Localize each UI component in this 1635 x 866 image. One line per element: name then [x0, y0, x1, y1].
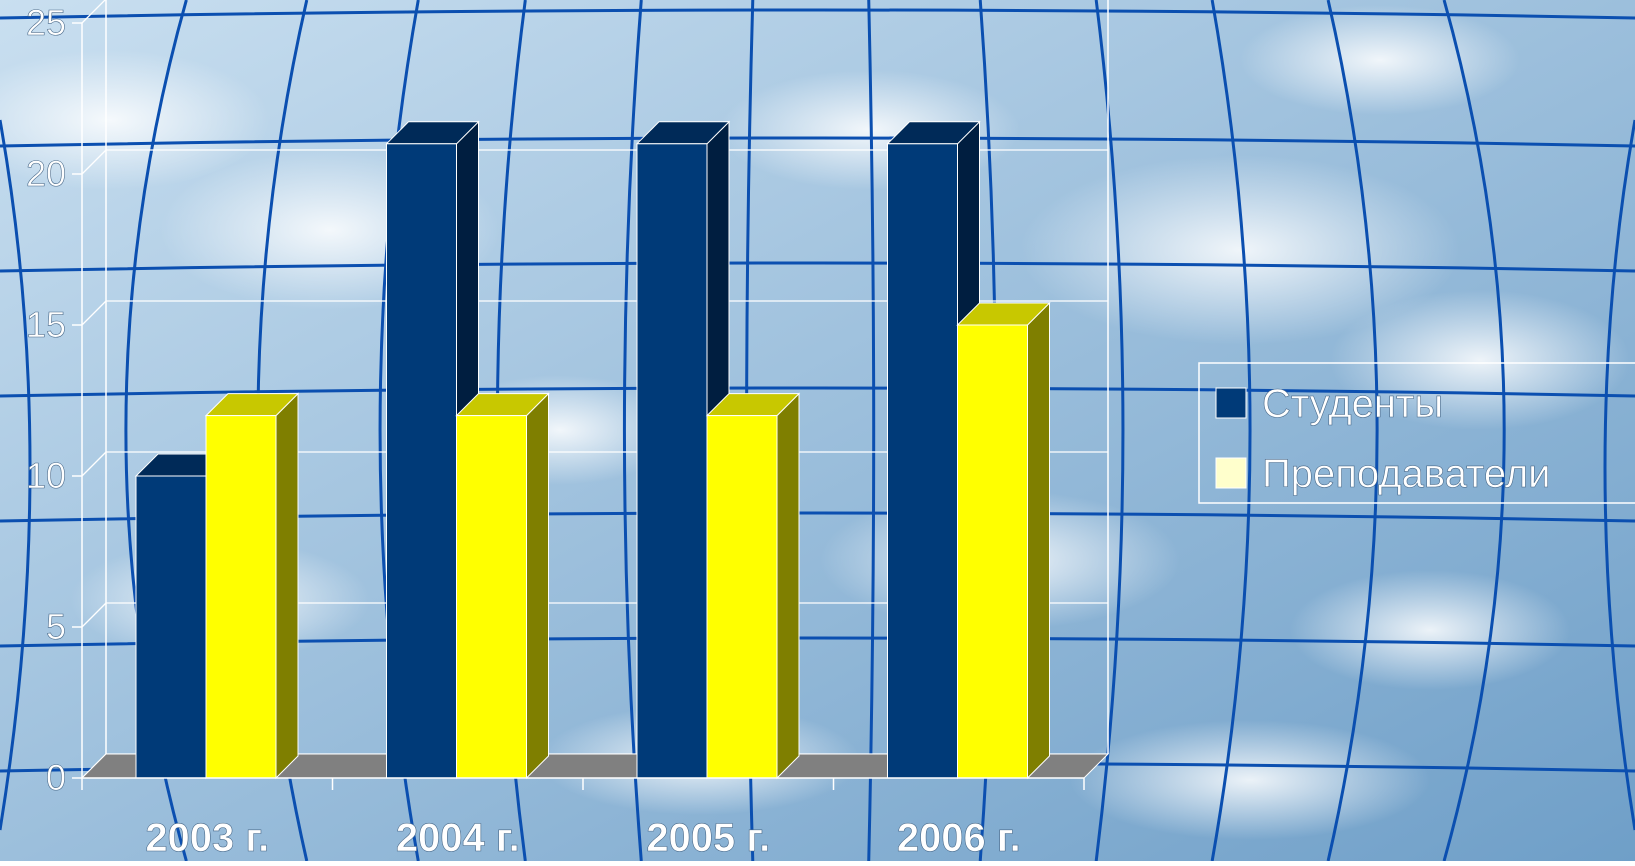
legend-swatch [1215, 457, 1247, 489]
cloud [0, 50, 270, 190]
bar-side [1027, 301, 1050, 780]
globe-meridian [1210, 0, 1252, 862]
y-axis: 0 5 10 15 20 25 [26, 2, 83, 798]
globe-parallel [0, 386, 1635, 398]
globe-meridian [1603, 119, 1635, 831]
bar-front [636, 143, 708, 779]
bar-side [275, 392, 299, 780]
y-tick-label: 25 [26, 2, 66, 43]
globe-meridian [1326, 0, 1379, 862]
globe-meridian [622, 0, 643, 862]
gridline-depth [81, 149, 107, 175]
x-tick-label: 2006 г. [897, 816, 1021, 860]
bar-teachers [204, 392, 300, 780]
gridline-depth [81, 602, 107, 628]
bar-side [776, 392, 800, 780]
x-tick-label: 2003 г. [145, 816, 269, 860]
globe-parallel [0, 136, 1635, 148]
legend-box [1198, 362, 1635, 504]
y-tick-label: 20 [26, 153, 66, 194]
globe-meridian [1442, 0, 1506, 862]
globe-parallel [0, 8, 1635, 20]
bar-teachers [455, 392, 550, 780]
cloud [1240, 5, 1520, 115]
bar-front [386, 143, 457, 779]
globe-meridian [1094, 0, 1125, 862]
legend-swatch [1215, 387, 1247, 419]
gridline-depth [81, 0, 106, 24]
cloud [1020, 155, 1460, 345]
gridline-depth [81, 300, 107, 326]
bar-students [886, 120, 981, 780]
plot-frame [105, 0, 1109, 754]
x-tick-label: 2005 г. [646, 816, 770, 860]
legend-label: Преподаватели [1262, 452, 1551, 496]
cloud [1290, 570, 1570, 690]
legend-label: Студенты [1262, 382, 1443, 426]
bar-front [135, 475, 207, 779]
bar-teachers [956, 301, 1051, 780]
bars [134, 120, 1051, 780]
x-axis: 2003 г. 2004 г. 2005 г. 2006 г. [81, 777, 1085, 860]
y-tick-label: 5 [46, 606, 66, 647]
globe-meridian [867, 0, 876, 862]
cloud [1070, 720, 1430, 840]
bar-side [526, 392, 549, 780]
bar-front [205, 415, 277, 779]
x-tick-label: 2004 г. [396, 816, 520, 860]
back-wall-border [105, 0, 1109, 754]
legend: Студенты Преподаватели [1198, 362, 1635, 504]
y-tick-label: 10 [26, 455, 66, 496]
globe-meridian [0, 119, 32, 831]
bar-front [706, 415, 778, 779]
y-tick-label: 0 [46, 757, 66, 798]
y-tick-label: 15 [26, 304, 66, 345]
globe-parallel [0, 261, 1635, 273]
bar-front [887, 143, 958, 779]
gridline-depth [81, 451, 107, 477]
bar-front [456, 415, 527, 779]
bar-front [957, 324, 1028, 779]
bar-teachers [705, 392, 801, 780]
